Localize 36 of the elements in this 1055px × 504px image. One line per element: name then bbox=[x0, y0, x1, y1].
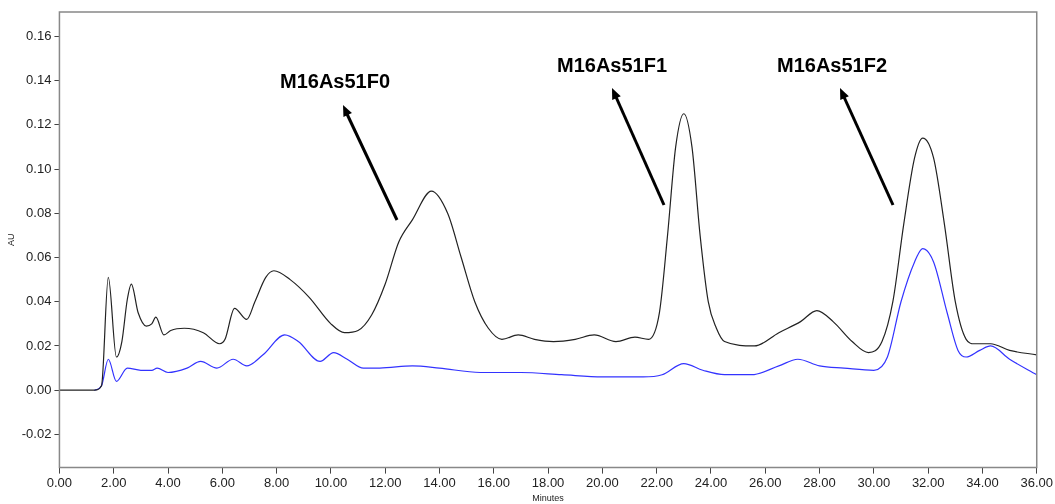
x-axis-title: Minutes bbox=[532, 493, 565, 504]
x-tick-label: 34.00 bbox=[966, 474, 999, 490]
y-tick-label: -0.02 bbox=[21, 426, 52, 441]
x-tick-label: 0.00 bbox=[46, 474, 73, 490]
x-tick-label: 32.00 bbox=[911, 474, 945, 490]
y-tick-label: 0.10 bbox=[26, 160, 52, 176]
x-tick-label: 30.00 bbox=[857, 474, 891, 490]
x-tick-label: 10.00 bbox=[314, 474, 348, 490]
x-tick-label: 4.00 bbox=[155, 474, 181, 490]
x-tick-label: 24.00 bbox=[694, 474, 728, 490]
annotation: M16As51F2 bbox=[776, 54, 888, 76]
x-tick-label: 26.00 bbox=[748, 474, 782, 490]
x-tick-label: 8.00 bbox=[263, 474, 290, 490]
annotation: M16As51F0 bbox=[279, 70, 391, 92]
y-tick-label: 0.08 bbox=[26, 204, 52, 220]
y-tick-label: 0.14 bbox=[26, 72, 52, 88]
line-series bbox=[94, 248, 1037, 391]
x-tick-label: 28.00 bbox=[803, 474, 836, 490]
x-tick-label: 18.00 bbox=[531, 474, 565, 490]
y-tick-label: 0.16 bbox=[26, 27, 52, 43]
y-tick-label: 0.04 bbox=[26, 293, 52, 309]
x-tick-label: 12.00 bbox=[368, 474, 402, 490]
y-axis-title: AU bbox=[5, 233, 16, 247]
x-tick-label: 16.00 bbox=[477, 474, 511, 490]
y-tick-label: 0.00 bbox=[26, 381, 52, 397]
x-tick-label: 14.00 bbox=[423, 474, 456, 490]
annotation: M16As51F1 bbox=[556, 54, 668, 76]
y-tick-label: 0.06 bbox=[26, 249, 52, 265]
x-tick-label: 22.00 bbox=[640, 474, 673, 490]
x-tick-label: 6.00 bbox=[209, 474, 235, 490]
y-tick-label: 0.02 bbox=[26, 337, 52, 353]
line-series bbox=[59, 113, 1037, 391]
x-tick-label: 36.00 bbox=[1020, 474, 1054, 490]
x-tick-label: 20.00 bbox=[586, 474, 619, 490]
y-tick-label: 0.12 bbox=[26, 116, 52, 132]
x-tick-label: 2.00 bbox=[101, 474, 127, 490]
